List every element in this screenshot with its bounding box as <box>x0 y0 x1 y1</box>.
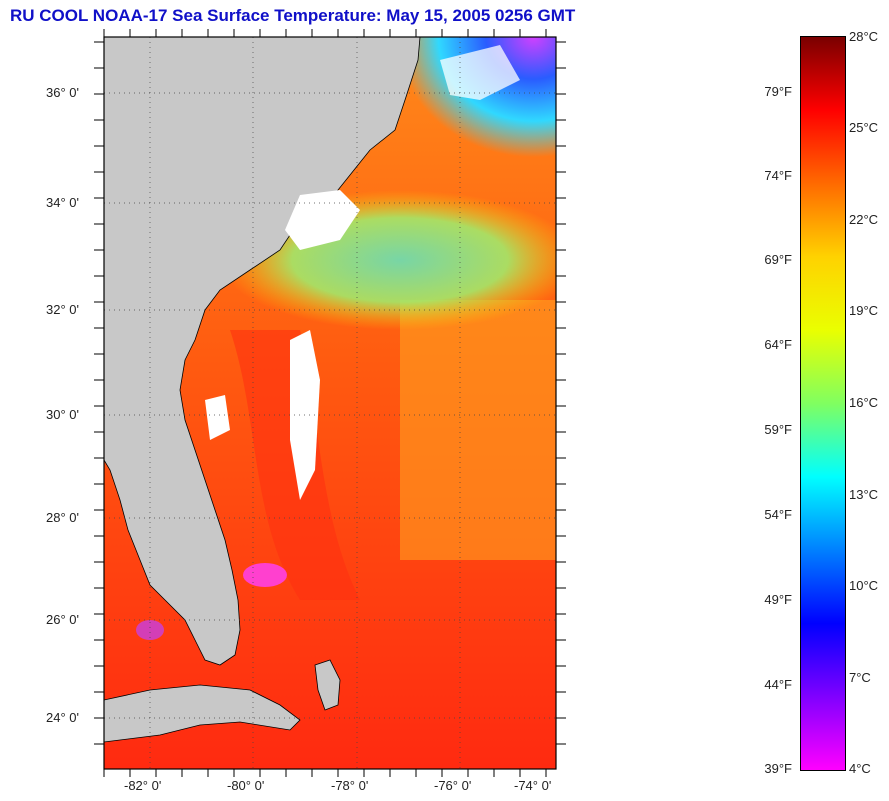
colorbar-c-label: 13°C <box>849 487 879 502</box>
temperature-colorbar <box>800 36 846 771</box>
lat-label: 36° 0' <box>46 85 79 100</box>
lat-label: 26° 0' <box>46 612 79 627</box>
graticule <box>104 37 556 769</box>
colorbar-f-label: 59°F <box>764 422 792 437</box>
cloud-patch <box>440 45 520 100</box>
cloud-patch <box>205 395 230 440</box>
offshore-warm-zone <box>400 300 556 560</box>
lat-label: 28° 0' <box>46 510 79 525</box>
map-frame <box>103 36 557 770</box>
colorbar-c-label: 16°C <box>849 395 879 410</box>
land-cuba <box>104 684 301 743</box>
colorbar-c-label: 22°C <box>849 212 879 227</box>
lon-label: -76° 0' <box>434 778 472 793</box>
colorbar-c-label: 7°C <box>849 670 871 685</box>
lat-label: 24° 0' <box>46 710 79 725</box>
colorbar-c-label: 25°C <box>849 120 879 135</box>
colorbar-c-label: 19°C <box>849 303 879 318</box>
colorbar-f-label: 69°F <box>764 252 792 267</box>
colorbar-f-label: 39°F <box>764 761 792 776</box>
colorbar-f-label: 64°F <box>764 337 792 352</box>
land-bahamas <box>314 659 341 711</box>
colorbar-c-label: 10°C <box>849 578 879 593</box>
lon-label: -80° 0' <box>227 778 265 793</box>
map-title: RU COOL NOAA-17 Sea Surface Temperature:… <box>10 6 576 25</box>
land-southeast-us <box>104 37 421 666</box>
colorbar-c-label: 4°C <box>849 761 871 776</box>
colorbar-f-label: 74°F <box>764 168 792 183</box>
colorbar-f-label: 54°F <box>764 507 792 522</box>
cold-patch <box>243 563 287 587</box>
lon-label: -74° 0' <box>514 778 552 793</box>
colorbar-f-label: 79°F <box>764 84 792 99</box>
cold-patch <box>136 620 164 640</box>
lon-label: -82° 0' <box>124 778 162 793</box>
colorbar-f-label: 44°F <box>764 677 792 692</box>
lat-label: 34° 0' <box>46 195 79 210</box>
cloud-patch <box>285 190 360 250</box>
lat-label: 32° 0' <box>46 302 79 317</box>
colorbar-c-label: 28°C <box>849 29 879 44</box>
axis-ticks <box>94 29 566 777</box>
lat-label: 30° 0' <box>46 407 79 422</box>
colorbar-f-label: 49°F <box>764 592 792 607</box>
lon-label: -78° 0' <box>331 778 369 793</box>
